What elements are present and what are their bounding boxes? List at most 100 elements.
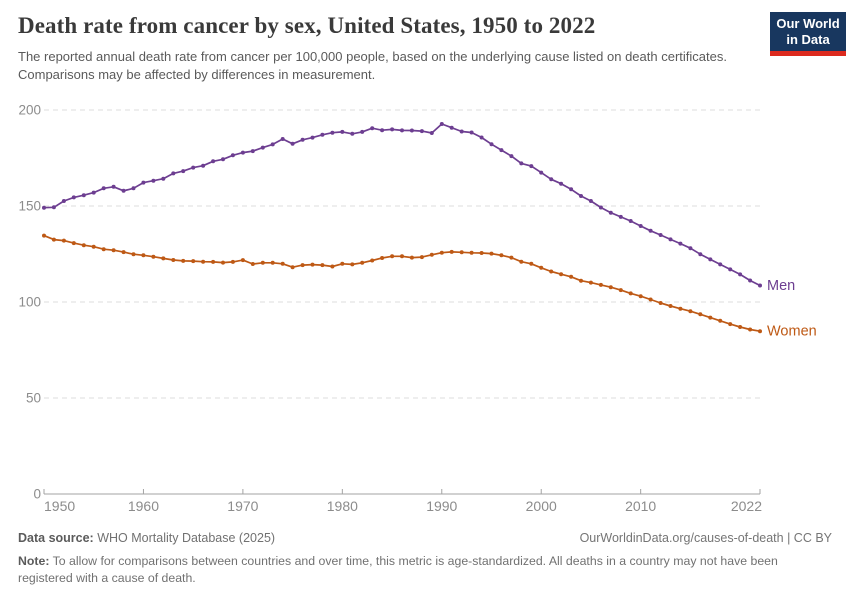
data-point-men-1975 [290, 141, 295, 146]
data-point-women-2008 [618, 288, 623, 293]
owid-logo-line1: Our World [776, 16, 840, 31]
data-point-women-2003 [569, 274, 574, 279]
source-row: Data source: WHO Mortality Database (202… [18, 531, 832, 545]
data-point-men-1964 [181, 169, 186, 174]
x-tick-label-1950: 1950 [44, 498, 75, 514]
data-point-women-2021 [748, 327, 753, 332]
data-point-men-1951 [51, 205, 56, 210]
data-point-men-2006 [598, 205, 603, 210]
data-point-men-2011 [648, 228, 653, 233]
data-source: Data source: WHO Mortality Database (202… [18, 531, 275, 545]
data-point-women-1981 [350, 262, 355, 267]
chart-header: Death rate from cancer by sex, United St… [18, 13, 832, 85]
x-tick-label-2022: 2022 [731, 498, 762, 514]
data-point-women-1955 [91, 244, 96, 249]
line-chart-area: 0 50 100 150 200 1950 1960 1970 1980 1990 2000 2010… [0, 95, 850, 525]
data-point-men-2017 [708, 257, 713, 262]
data-point-women-1971 [250, 262, 255, 266]
data-point-women-1998 [519, 259, 524, 264]
data-point-women-2012 [658, 301, 663, 305]
data-point-men-1958 [121, 188, 126, 193]
data-point-men-2004 [579, 194, 583, 198]
data-point-men-2010 [638, 224, 643, 228]
data-point-women-1993 [469, 250, 474, 255]
data-point-men-1991 [449, 125, 454, 130]
data-point-men-2003 [569, 187, 574, 192]
data-point-women-2007 [608, 285, 613, 290]
data-source-label: Data source: [18, 531, 94, 545]
data-point-women-1960 [141, 253, 146, 258]
data-point-men-2020 [738, 272, 743, 277]
data-point-men-1995 [489, 142, 494, 147]
data-point-women-1973 [270, 260, 275, 265]
data-point-women-2019 [728, 322, 733, 327]
data-point-women-2014 [678, 306, 683, 311]
data-point-men-1980 [340, 129, 345, 134]
data-point-women-1965 [191, 259, 196, 264]
data-point-men-1967 [211, 159, 216, 164]
data-point-men-1982 [360, 129, 365, 134]
data-point-men-1952 [61, 199, 66, 203]
data-point-men-1978 [320, 132, 325, 137]
data-point-women-1991 [449, 249, 454, 254]
data-source-value: WHO Mortality Database (2025) [97, 531, 276, 545]
data-point-men-1962 [161, 176, 166, 181]
data-point-men-2005 [588, 199, 593, 203]
data-point-men-1984 [380, 128, 385, 133]
chart-subtitle: The reported annual death rate from canc… [18, 49, 727, 83]
data-point-men-1966 [201, 163, 206, 168]
data-point-women-2005 [588, 280, 593, 285]
owid-logo: Our World in Data [770, 12, 846, 56]
data-point-men-1971 [250, 149, 255, 154]
data-point-women-1978 [320, 263, 325, 268]
data-point-women-2013 [668, 304, 673, 308]
data-point-men-1965 [191, 165, 196, 170]
data-point-men-1998 [519, 161, 524, 166]
data-point-men-2008 [618, 214, 623, 219]
chart-note: Note: To allow for comparisons between c… [18, 553, 832, 587]
data-point-women-1995 [489, 251, 494, 256]
data-point-women-1954 [81, 243, 86, 248]
x-tick-label-2010: 2010 [625, 498, 656, 514]
data-point-men-2002 [559, 181, 564, 186]
data-point-men-1990 [439, 122, 444, 126]
data-point-men-1954 [81, 193, 86, 198]
data-point-men-1973 [270, 142, 275, 147]
data-point-women-1966 [201, 259, 206, 264]
x-tick-label-1990: 1990 [426, 498, 457, 514]
data-point-women-2002 [559, 272, 564, 277]
owid-credit-link[interactable]: OurWorldinData.org/causes-of-death | CC … [579, 531, 832, 545]
data-point-women-1989 [429, 252, 434, 257]
owid-logo-line2: in Data [786, 31, 830, 47]
data-point-women-2015 [688, 309, 693, 314]
data-point-women-2006 [598, 282, 603, 287]
y-tick-label-200: 200 [18, 103, 41, 118]
data-point-men-1972 [260, 145, 265, 150]
x-tick-label-2000: 2000 [526, 498, 557, 514]
data-point-men-2014 [678, 241, 683, 246]
data-point-men-1999 [529, 164, 534, 169]
data-point-men-2013 [668, 237, 673, 242]
data-point-women-2018 [718, 318, 723, 323]
data-point-women-1976 [300, 263, 305, 268]
data-point-women-1958 [121, 250, 126, 255]
x-tick-label-1980: 1980 [327, 498, 358, 514]
data-point-men-1968 [221, 157, 225, 162]
data-point-women-2011 [648, 297, 653, 302]
data-point-women-1983 [370, 258, 375, 263]
data-point-women-1994 [479, 251, 484, 255]
data-point-men-1987 [409, 128, 414, 133]
data-point-men-1969 [230, 153, 235, 158]
data-point-men-1960 [141, 180, 146, 185]
data-point-women-2000 [539, 265, 544, 270]
series-line-men [43, 123, 761, 287]
cancer-death-rate-line-chart: 0 50 100 150 200 1950 1960 1970 1980 1990 2000 2010… [18, 103, 816, 515]
data-point-women-1952 [61, 238, 66, 243]
data-point-women-1970 [240, 258, 245, 263]
data-point-men-1953 [71, 195, 76, 200]
owid-logo-red-bar [770, 50, 846, 56]
data-point-men-1981 [350, 131, 355, 136]
data-point-men-2001 [549, 177, 554, 182]
data-point-women-1980 [340, 261, 345, 266]
data-point-men-1989 [429, 131, 434, 135]
